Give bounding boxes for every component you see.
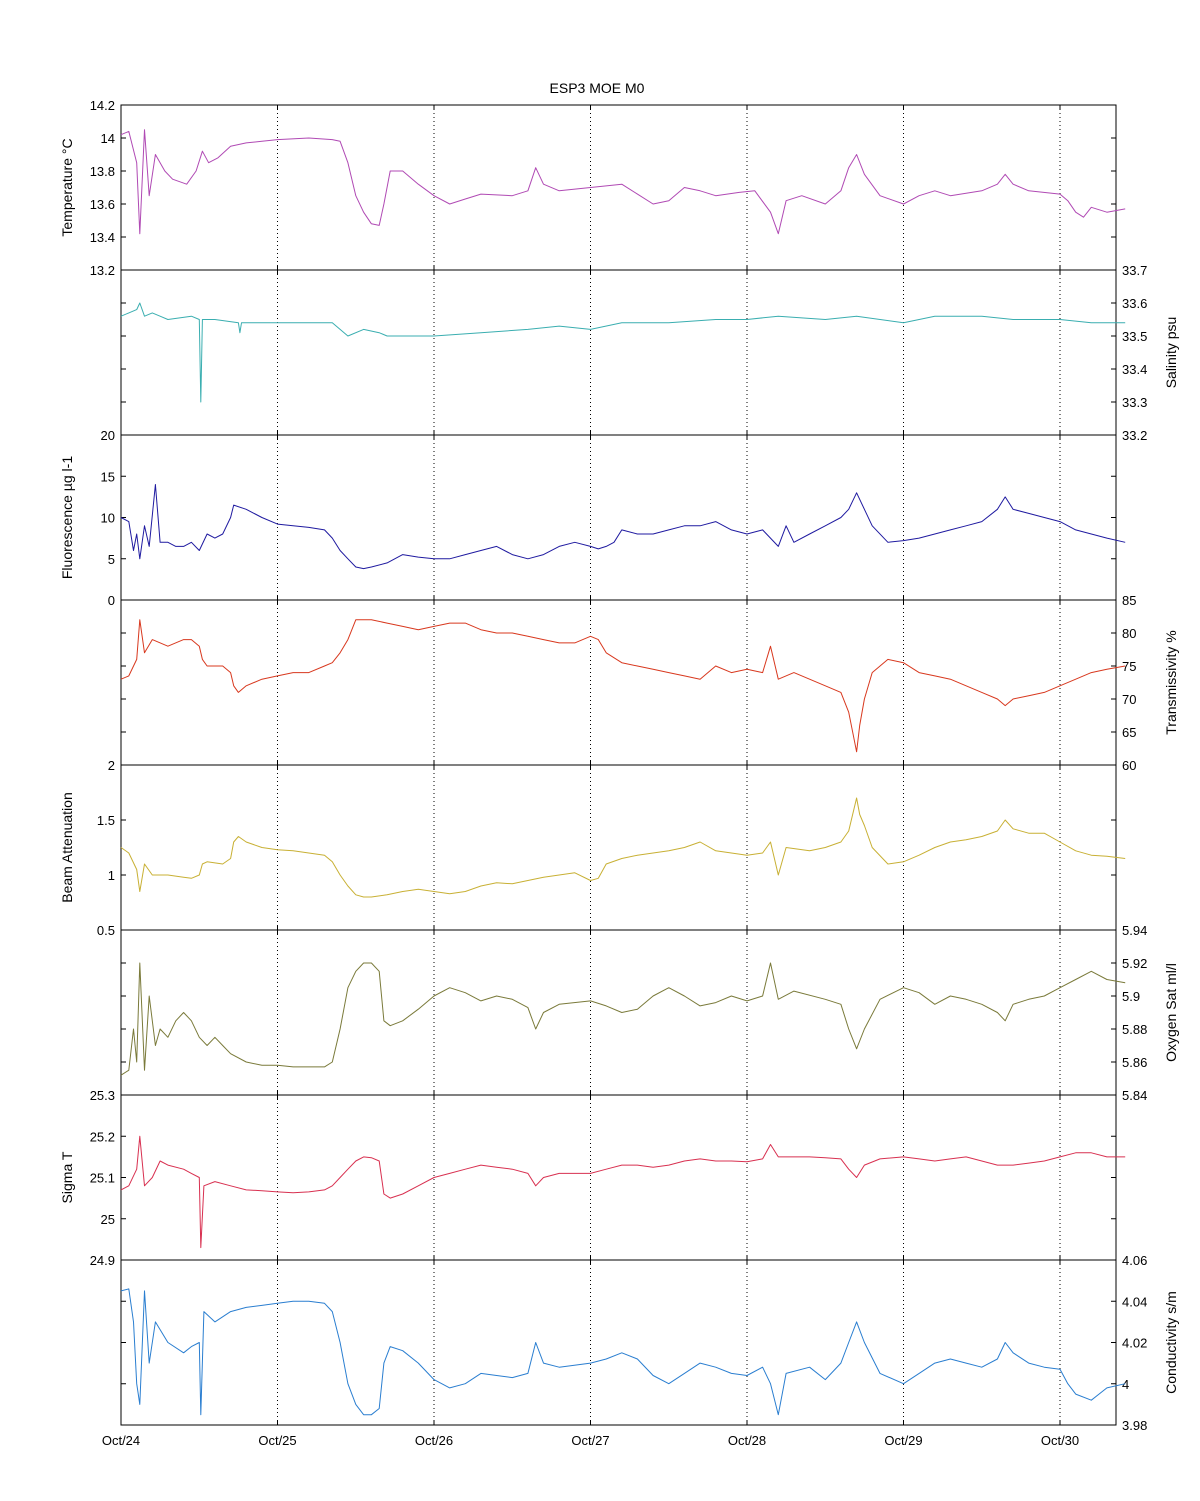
y-tick-label: 0 (108, 593, 115, 608)
y-tick-label: 13.2 (90, 263, 115, 278)
panel-5: 0.5 1 1.5 2 Beam Attenuation (59, 758, 1126, 938)
panel-frame (120, 599, 1117, 766)
y-tick-label: 4.02 (1122, 1336, 1147, 1351)
x-tick-label: Oct/24 (102, 1433, 140, 1448)
y-axis-label: Sigma T (59, 1151, 75, 1203)
y-tick-label: 25.2 (90, 1129, 115, 1144)
y-tick-label: 24.9 (90, 1253, 115, 1268)
y-tick-label: 13.4 (90, 230, 115, 245)
y-axis-label: Oxygen Sat ml/l (1163, 963, 1179, 1062)
y-tick-label: 5.88 (1122, 1022, 1147, 1037)
series-line-6 (120, 962, 1126, 1076)
panel-frame (120, 434, 1117, 601)
y-axis-label: Conductivity s/m (1163, 1291, 1179, 1394)
x-tick-label: Oct/29 (884, 1433, 922, 1448)
y-axis-label: Temperature °C (59, 138, 75, 236)
series-line-7 (120, 1135, 1126, 1249)
panel-8: 3.98 4 4.02 4.04 4.06 Conductivity s/m (120, 1253, 1179, 1433)
y-tick-label: 5.86 (1122, 1055, 1147, 1070)
series-line-2 (120, 302, 1126, 403)
y-tick-label: 5.94 (1122, 923, 1147, 938)
panel-frame (120, 269, 1117, 436)
y-tick-label: 75 (1122, 659, 1136, 674)
x-tick-label: Oct/28 (728, 1433, 766, 1448)
y-tick-label: 33.7 (1122, 263, 1147, 278)
y-tick-label: 5.84 (1122, 1088, 1147, 1103)
y-tick-label: 5.9 (1122, 989, 1140, 1004)
y-tick-label: 10 (101, 511, 115, 526)
x-tick-label: Oct/30 (1041, 1433, 1079, 1448)
series-line-5 (120, 797, 1126, 898)
panel-frame (120, 104, 1117, 271)
panel-6: 5.84 5.86 5.88 5.9 5.92 5.94 Oxygen Sat ml/l (120, 923, 1179, 1103)
x-tick-label: Oct/25 (258, 1433, 296, 1448)
series-line-3 (120, 484, 1126, 570)
panel-frame (120, 764, 1117, 931)
x-axis: Oct/24 Oct/25 Oct/26 Oct/27 Oct/28 Oct/29 Oct/… (102, 1433, 1079, 1448)
y-tick-label: 4.04 (1122, 1294, 1147, 1309)
y-tick-label: 85 (1122, 593, 1136, 608)
y-tick-label: 15 (101, 469, 115, 484)
y-tick-label: 20 (101, 428, 115, 443)
y-tick-label: 5 (108, 552, 115, 567)
y-tick-label: 1 (108, 868, 115, 883)
y-tick-label: 2 (108, 758, 115, 773)
y-tick-label: 1.5 (97, 813, 115, 828)
series-line-8 (120, 1288, 1126, 1416)
y-tick-label: 3.98 (1122, 1418, 1147, 1433)
y-tick-label: 70 (1122, 692, 1136, 707)
panel-3: 0 5 10 15 20 Fluorescence µg l-1 (59, 428, 1126, 608)
y-tick-label: 13.6 (90, 197, 115, 212)
x-tick-label: Oct/27 (571, 1433, 609, 1448)
panel-2: 33.2 33.3 33.4 33.5 33.6 33.7 Salinity psu (120, 263, 1179, 443)
y-axis-label: Beam Attenuation (59, 792, 75, 903)
y-tick-label: 13.8 (90, 164, 115, 179)
y-tick-label: 25.1 (90, 1171, 115, 1186)
y-tick-label: 25.3 (90, 1088, 115, 1103)
panel-4: 60 65 70 75 80 85 Transmissivity % (120, 593, 1179, 773)
y-tick-label: 4 (1122, 1377, 1129, 1392)
y-tick-label: 80 (1122, 626, 1136, 641)
series-line-4 (120, 619, 1126, 753)
y-tick-label: 4.06 (1122, 1253, 1147, 1268)
y-tick-label: 33.2 (1122, 428, 1147, 443)
chart-title: ESP3 MOE M0 (550, 80, 645, 96)
y-tick-label: 60 (1122, 758, 1136, 773)
y-tick-label: 65 (1122, 725, 1136, 740)
x-tick-label: Oct/26 (415, 1433, 453, 1448)
y-axis-label: Salinity psu (1163, 317, 1179, 389)
panel-1: 13.2 13.4 13.6 13.8 14 14.2 Temperature °C (59, 98, 1126, 278)
panel-7: 24.9 25 25.1 25.2 25.3 Sigma T (59, 1088, 1126, 1268)
panel-frame (120, 1094, 1117, 1261)
y-tick-label: 14 (101, 131, 115, 146)
y-tick-label: 0.5 (97, 923, 115, 938)
y-tick-label: 33.3 (1122, 395, 1147, 410)
y-tick-label: 33.4 (1122, 362, 1147, 377)
y-axis-label: Fluorescence µg l-1 (59, 456, 75, 579)
y-axis-label: Transmissivity % (1163, 630, 1179, 735)
y-tick-label: 5.92 (1122, 956, 1147, 971)
y-tick-label: 33.6 (1122, 296, 1147, 311)
y-tick-label: 25 (101, 1212, 115, 1227)
panel-frame (120, 929, 1117, 1096)
series-line-1 (120, 129, 1126, 235)
y-tick-label: 33.5 (1122, 329, 1147, 344)
y-tick-label: 14.2 (90, 98, 115, 113)
panel-frame (120, 1259, 1117, 1426)
